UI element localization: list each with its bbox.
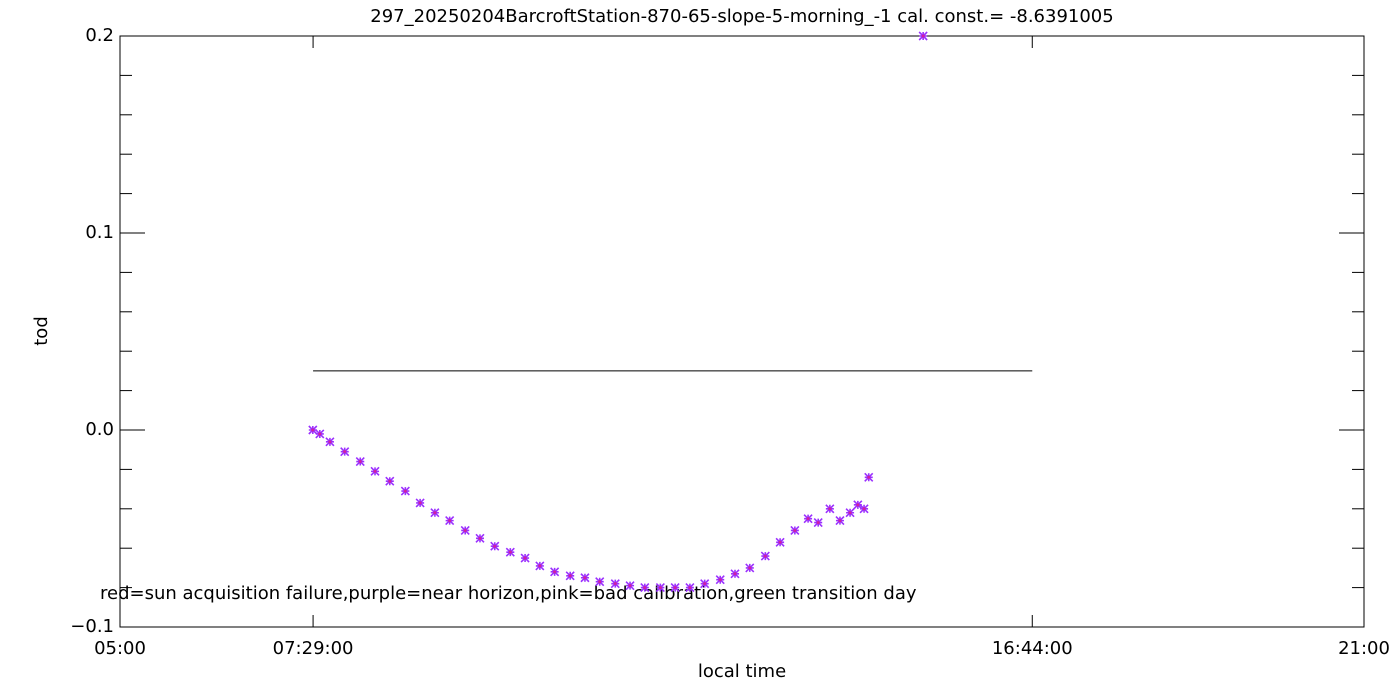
data-point-edge bbox=[433, 511, 437, 515]
x-tick-label: 07:29:00 bbox=[273, 638, 354, 659]
data-point-edge bbox=[703, 582, 707, 586]
data-point-edge bbox=[598, 580, 602, 584]
data-point-edge bbox=[493, 544, 497, 548]
data-point-edge bbox=[613, 582, 617, 586]
x-tick-label: 05:00 bbox=[94, 638, 146, 659]
data-point-edge bbox=[538, 564, 542, 568]
data-point-edge bbox=[523, 556, 527, 560]
data-point-edge bbox=[448, 519, 452, 523]
x-tick-label: 16:44:00 bbox=[992, 638, 1073, 659]
data-point-edge bbox=[778, 540, 782, 544]
y-tick-label: 0.1 bbox=[85, 222, 114, 243]
data-point-edge bbox=[921, 34, 925, 38]
data-point-edge bbox=[508, 550, 512, 554]
data-point-edge bbox=[848, 511, 852, 515]
x-axis-label: local time bbox=[698, 661, 786, 682]
plot-frame bbox=[119, 35, 1365, 628]
data-point-edge bbox=[373, 469, 377, 473]
data-point-edge bbox=[673, 586, 677, 590]
y-tick-label: 0.2 bbox=[85, 25, 114, 46]
data-point-edge bbox=[856, 503, 860, 507]
data-point-edge bbox=[733, 572, 737, 576]
data-point-edge bbox=[643, 586, 647, 590]
data-point-edge bbox=[343, 450, 347, 454]
data-point-edge bbox=[658, 586, 662, 590]
data-point-edge bbox=[388, 479, 392, 483]
data-point-edge bbox=[403, 489, 407, 493]
data-point-edge bbox=[628, 584, 632, 588]
data-point-edge bbox=[806, 517, 810, 521]
data-point-edge bbox=[311, 428, 315, 432]
y-axis-label: tod bbox=[31, 316, 52, 346]
data-point-edge bbox=[358, 460, 362, 464]
data-point-edge bbox=[816, 521, 820, 525]
data-point-edge bbox=[748, 566, 752, 570]
y-tick-label: −0.1 bbox=[70, 616, 114, 637]
data-point-edge bbox=[478, 536, 482, 540]
data-point-edge bbox=[418, 501, 422, 505]
data-point-edge bbox=[867, 475, 871, 479]
y-tick-label: 0.0 bbox=[85, 419, 114, 440]
data-point-edge bbox=[828, 507, 832, 511]
data-point-edge bbox=[718, 578, 722, 582]
chart-title: 297_20250204BarcroftStation-870-65-slope… bbox=[370, 6, 1113, 27]
data-point-edge bbox=[688, 586, 692, 590]
data-point-edge bbox=[553, 570, 557, 574]
data-point-edge bbox=[568, 574, 572, 578]
data-point-edge bbox=[583, 576, 587, 580]
data-point-edge bbox=[793, 528, 797, 532]
data-point-edge bbox=[763, 554, 767, 558]
data-point-edge bbox=[862, 507, 866, 511]
data-point-edge bbox=[318, 432, 322, 436]
data-point-edge bbox=[328, 440, 332, 444]
legend-annotation: red=sun acquisition failure,purple=near … bbox=[100, 583, 917, 604]
data-point-edge bbox=[463, 528, 467, 532]
x-tick-label: 21:00 bbox=[1338, 638, 1390, 659]
data-point-edge bbox=[838, 519, 842, 523]
